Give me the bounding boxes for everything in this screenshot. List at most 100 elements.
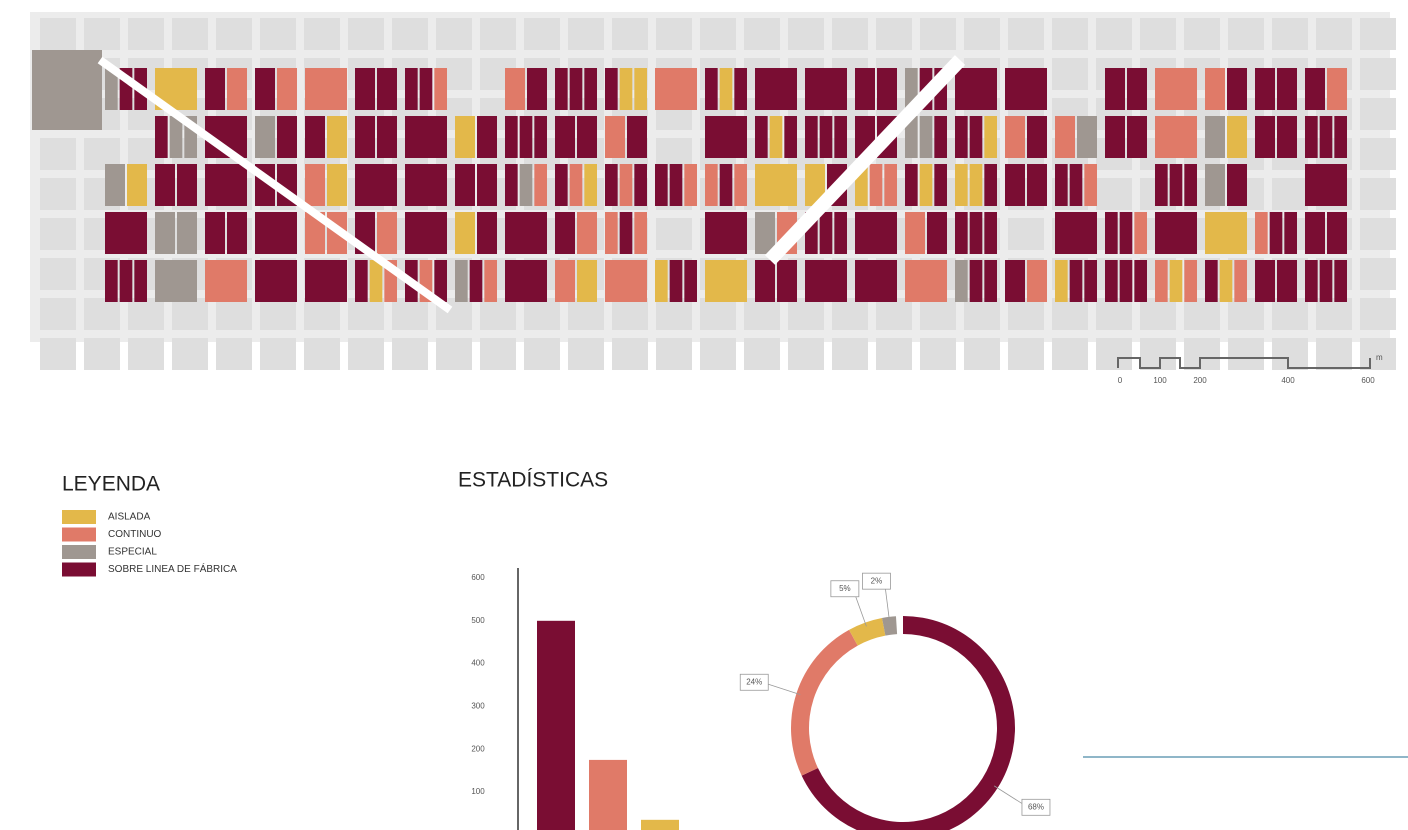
map-block: [1005, 164, 1025, 206]
map-block: [584, 164, 597, 206]
map-block: [455, 116, 475, 158]
y-tick-label: 600: [471, 573, 485, 582]
map-block: [1155, 260, 1168, 302]
map-block: [1140, 298, 1176, 330]
map-block: [1272, 338, 1308, 370]
map-block: [920, 18, 956, 50]
map-block: [40, 138, 76, 170]
map-block: [1105, 260, 1118, 302]
scale-label: 600: [1361, 376, 1375, 385]
legend-swatch: [62, 545, 96, 559]
map-block: [734, 68, 747, 110]
map-block: [555, 164, 568, 206]
map-block: [1272, 178, 1308, 210]
map-block: [1055, 116, 1075, 158]
map-block: [1055, 260, 1068, 302]
map-block: [355, 116, 375, 158]
map-block: [1084, 164, 1097, 206]
data-label: 68%: [1028, 802, 1044, 811]
map-block: [905, 212, 925, 254]
legend-swatch: [62, 510, 96, 524]
map-block: [1327, 68, 1347, 110]
map-block: [305, 260, 347, 302]
map-block: [205, 68, 225, 110]
label-box: [830, 580, 860, 598]
map-block: [128, 298, 164, 330]
map-block: [1228, 338, 1264, 370]
map-block: [304, 338, 340, 370]
map-block: [348, 298, 384, 330]
map-block: [955, 68, 997, 110]
map-block: [1155, 164, 1168, 206]
map-block: [834, 212, 847, 254]
map-block: [519, 116, 533, 158]
map-block: [1134, 260, 1147, 302]
map-block: [705, 68, 718, 110]
map-street: [97, 56, 453, 314]
map-block: [1096, 178, 1132, 210]
map-block: [1008, 218, 1044, 250]
map-block: [1052, 338, 1088, 370]
map-block: [788, 338, 824, 370]
y-tick-label: 500: [471, 616, 485, 625]
map-block: [984, 212, 997, 254]
map-block: [1052, 298, 1088, 330]
data-label: 24%: [746, 677, 762, 686]
map-block: [969, 164, 983, 206]
map-block: [612, 338, 648, 370]
map-block: [1055, 164, 1068, 206]
stats-title: ESTADÍSTICAS: [458, 469, 608, 492]
map-block: [1169, 164, 1183, 206]
map-block: [1105, 212, 1118, 254]
map-block: [1334, 260, 1347, 302]
map-block: [569, 68, 583, 110]
map-block: [969, 116, 983, 158]
map-block: [905, 116, 918, 158]
map-block: [1219, 260, 1233, 302]
map-block: [619, 212, 633, 254]
map-block: [669, 260, 683, 302]
map-block: [876, 298, 912, 330]
scale-label: 100: [1153, 376, 1167, 385]
y-tick-label: 200: [471, 744, 485, 753]
map-block: [1316, 298, 1352, 330]
map-block: [584, 68, 597, 110]
map-block: [84, 298, 120, 330]
map-block: [619, 68, 633, 110]
map-block: [1228, 18, 1264, 50]
map-block: [405, 116, 447, 158]
map-block: [805, 164, 825, 206]
map-block: [377, 68, 397, 110]
map-block: [405, 212, 447, 254]
map-block: [855, 68, 875, 110]
map-block: [1277, 260, 1297, 302]
map-block: [277, 68, 297, 110]
map-block: [1119, 212, 1133, 254]
map-block: [128, 338, 164, 370]
map-block: [605, 68, 618, 110]
map-block: [1008, 18, 1044, 50]
map-block: [177, 212, 197, 254]
map-block: [304, 18, 340, 50]
map-block: [134, 260, 147, 302]
map-block: [876, 18, 912, 50]
map-block: [1027, 164, 1047, 206]
map-block: [255, 68, 275, 110]
map-block: [1205, 116, 1225, 158]
map-block: [327, 116, 347, 158]
map-block: [305, 164, 325, 206]
map-block: [819, 116, 833, 158]
map-block: [788, 298, 824, 330]
map-block: [40, 298, 76, 330]
map-block: [669, 164, 683, 206]
map-block: [568, 18, 604, 50]
map-block: [1184, 338, 1220, 370]
map-block: [305, 116, 325, 158]
map-block: [1284, 212, 1297, 254]
map-block: [1255, 212, 1268, 254]
map-block: [1027, 116, 1047, 158]
map-block: [555, 116, 575, 158]
map-block: [744, 338, 780, 370]
map-block: [964, 298, 1000, 330]
map-block: [755, 68, 797, 110]
